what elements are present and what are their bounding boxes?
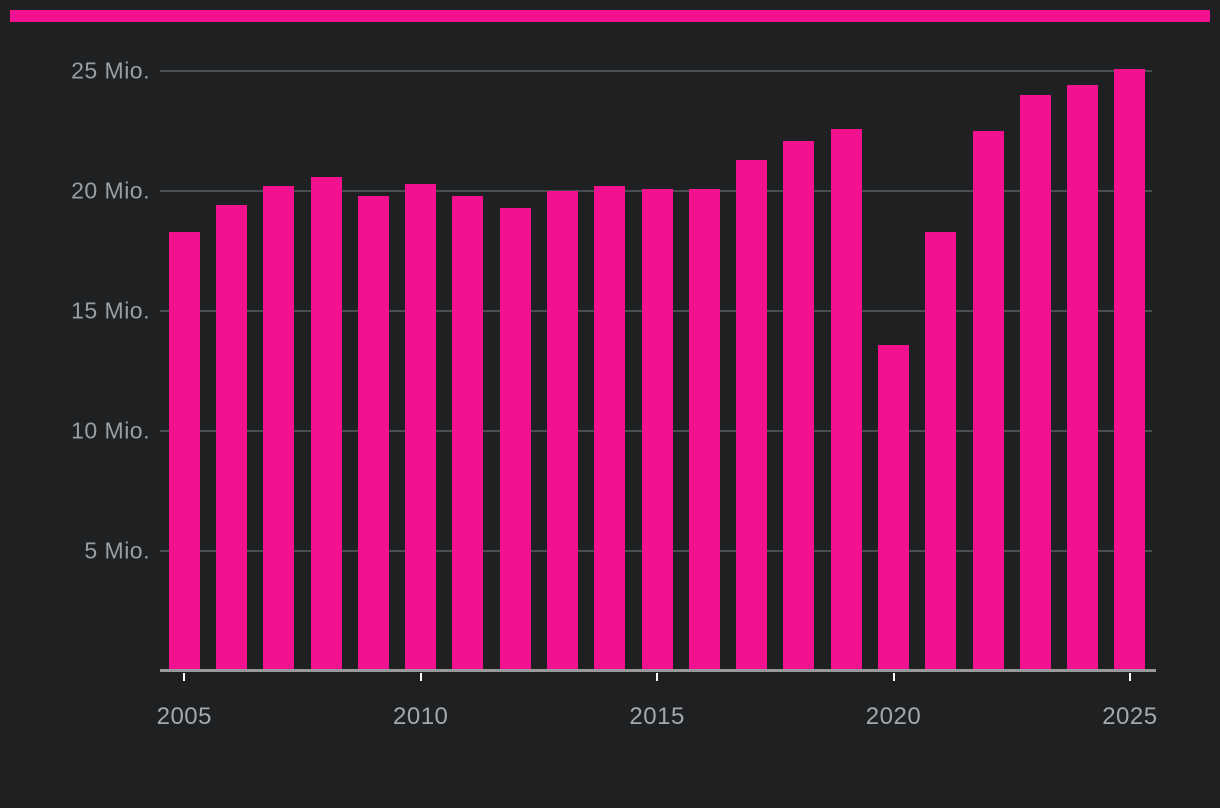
bar-2011 (452, 195, 484, 671)
bar-2008 (310, 176, 342, 671)
x-tick-mark (183, 673, 186, 681)
bar-2007 (263, 186, 295, 671)
bar-2014 (594, 186, 626, 671)
bar-2022 (972, 131, 1004, 671)
bar-2017 (736, 159, 768, 671)
y-tick-label: 5 Mio. (84, 537, 150, 564)
y-tick-label: 10 Mio. (71, 417, 150, 444)
bar-2025 (1114, 68, 1146, 671)
x-axis: 2005 2010 2015 2020 2025 (156, 700, 1157, 736)
bar-2005 (168, 231, 200, 671)
bar-2013 (547, 191, 579, 671)
x-tick-label: 2010 (392, 703, 449, 730)
bar-2016 (688, 188, 720, 671)
brand-accent-stripe (10, 10, 1210, 22)
gridline-25 (160, 70, 1152, 72)
bar-2024 (1067, 85, 1099, 671)
x-tick-mark (892, 673, 895, 681)
y-tick-label: 20 Mio. (71, 177, 150, 204)
y-axis: 5 Mio. 10 Mio. 15 Mio. 20 Mio. 25 Mio. (0, 58, 152, 671)
x-tick-label: 2005 (156, 703, 212, 730)
bar-2006 (216, 205, 248, 671)
bar-2021 (925, 231, 957, 671)
bar-2012 (499, 207, 531, 671)
y-tick-label: 25 Mio. (71, 57, 150, 84)
bar-2015 (641, 188, 673, 671)
bar-2009 (357, 195, 389, 671)
x-tick-mark (419, 673, 422, 681)
x-tick-label: 2015 (629, 703, 685, 730)
bar-2010 (405, 183, 437, 671)
x-tick-label: 2025 (1102, 703, 1158, 730)
x-axis-line (160, 669, 1156, 672)
bar-2018 (783, 140, 815, 671)
x-tick-mark (1128, 673, 1131, 681)
x-tick-label: 2020 (865, 703, 922, 730)
x-tick-mark (656, 673, 659, 681)
bar-2023 (1019, 95, 1051, 671)
plot-area (160, 68, 1156, 681)
y-tick-label: 15 Mio. (71, 297, 150, 324)
bar-2020 (878, 344, 909, 671)
bar-2019 (830, 128, 862, 671)
